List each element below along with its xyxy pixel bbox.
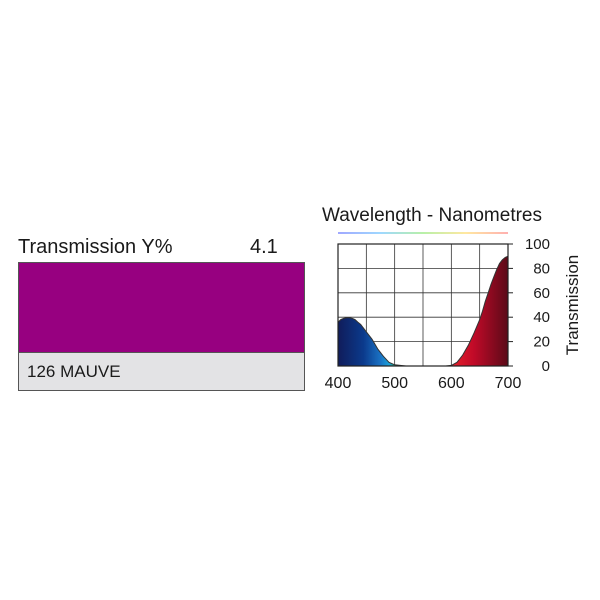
transmission-label: Transmission Y% bbox=[18, 236, 173, 258]
y-tick-label: 0 bbox=[542, 358, 550, 375]
filter-name-box: 126 MAUVE bbox=[18, 352, 305, 391]
filter-name: 126 MAUVE bbox=[27, 362, 121, 381]
transmission-area bbox=[338, 256, 508, 366]
x-tick-label: 700 bbox=[495, 375, 522, 392]
y-tick-label: 100 bbox=[525, 236, 550, 253]
plot-frame bbox=[337, 243, 509, 367]
transmission-value: 4.1 bbox=[250, 236, 278, 258]
y-tick-label: 20 bbox=[533, 334, 550, 351]
spectrum-bar bbox=[338, 232, 508, 234]
y-tick-label: 60 bbox=[533, 285, 550, 302]
x-tick-label: 600 bbox=[438, 375, 465, 392]
filter-color-swatch bbox=[18, 262, 305, 353]
transmission-chart: 400 500 600 700 0 20 40 60 80 100 Transmission bbox=[325, 236, 582, 392]
x-tick-label: 400 bbox=[325, 375, 352, 392]
y-tick-label: 40 bbox=[533, 309, 550, 326]
y-axis-label: Transmission bbox=[563, 255, 582, 355]
chart-title: Wavelength - Nanometres bbox=[322, 205, 543, 226]
x-tick-label: 500 bbox=[381, 375, 408, 392]
y-tick-label: 80 bbox=[533, 260, 550, 277]
